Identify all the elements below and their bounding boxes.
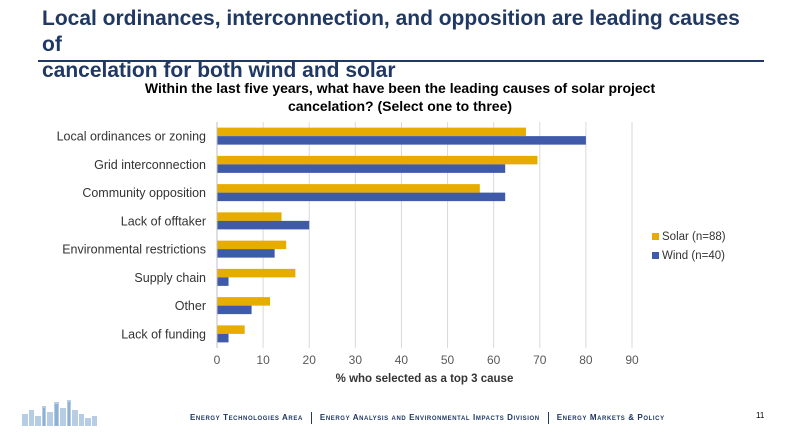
footer-item-2: Energy Analysis and Environmental Impact… xyxy=(319,413,540,423)
solar-bar xyxy=(217,127,526,137)
solar-bar xyxy=(217,155,538,165)
city-skyline-logo xyxy=(22,400,97,426)
category-label: Supply chain xyxy=(134,271,206,285)
slide-title: Local ordinances, interconnection, and o… xyxy=(42,6,762,84)
chart-title: Within the last five years, what have be… xyxy=(90,79,710,115)
wind-bar xyxy=(217,305,252,315)
category-label: Lack of funding xyxy=(121,327,206,341)
wind-bar xyxy=(217,333,229,343)
category-label: Community opposition xyxy=(82,186,206,200)
x-tick-label: 20 xyxy=(303,353,317,367)
legend-swatch-wind xyxy=(652,252,659,259)
category-label: Environmental restrictions xyxy=(62,243,206,257)
solar-bar xyxy=(217,297,271,306)
footer-item-1: Energy Technologies Area xyxy=(190,413,303,423)
legend-label: Wind (n=40) xyxy=(662,250,725,262)
chart-title-line2: cancelation? (Select one to three) xyxy=(287,98,513,114)
solar-bar xyxy=(217,184,480,193)
category-label: Grid interconnection xyxy=(94,158,206,172)
solar-bar xyxy=(217,212,282,221)
footer-item-3: Energy Markets & Policy xyxy=(556,413,665,423)
slide-title-line1: Local ordinances, interconnection, and o… xyxy=(42,7,740,56)
category-label: Lack of offtaker xyxy=(121,214,206,228)
solar-bar xyxy=(217,325,245,334)
x-tick-label: 50 xyxy=(441,353,455,367)
x-tick-label: 60 xyxy=(487,353,501,367)
category-label: Other xyxy=(175,299,206,313)
slide-title-line2: cancelation for both wind and solar xyxy=(42,59,396,82)
x-tick-label: 40 xyxy=(395,353,409,367)
x-tick-label: 10 xyxy=(256,353,270,367)
title-divider xyxy=(38,60,764,62)
page-number: 11 xyxy=(756,411,765,420)
footer-separator xyxy=(310,412,312,424)
x-tick-label: 30 xyxy=(349,353,363,367)
legend-label: Solar (n=88) xyxy=(662,231,726,243)
chart-title-line1: Within the last five years, what have be… xyxy=(144,80,656,96)
x-tick-label: 70 xyxy=(533,353,547,367)
x-tick-label: 0 xyxy=(214,353,221,367)
solar-bar xyxy=(217,268,296,278)
legend-swatch-solar xyxy=(652,233,659,240)
wind-bar xyxy=(217,277,229,286)
category-label: Local ordinances or zoning xyxy=(57,130,206,144)
footer: Energy Technologies Area Energy Analysis … xyxy=(190,412,665,424)
wind-bar xyxy=(217,249,275,258)
x-tick-label: 80 xyxy=(579,353,593,367)
solar-bar xyxy=(217,240,287,250)
wind-bar xyxy=(217,192,506,202)
wind-bar xyxy=(217,164,506,173)
wind-bar xyxy=(217,220,310,230)
wind-bar xyxy=(217,136,586,145)
x-tick-label: 90 xyxy=(625,353,639,367)
x-axis-label: % who selected as a top 3 cause xyxy=(336,373,514,385)
footer-separator xyxy=(547,412,549,424)
